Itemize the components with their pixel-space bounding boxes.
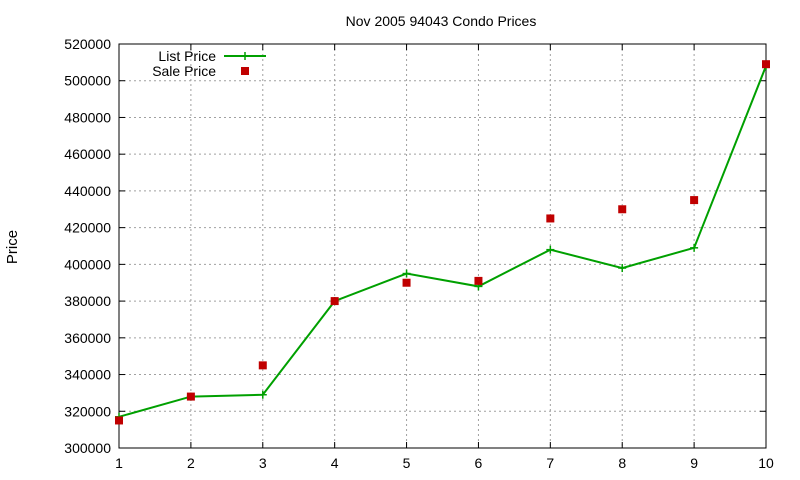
x-tick-label: 1 (115, 455, 123, 471)
legend-label-list-price: List Price (158, 48, 216, 64)
chart-title: Nov 2005 94043 Condo Prices (346, 13, 537, 29)
legend-marker-sale-price (241, 67, 249, 75)
x-tick-label: 7 (546, 455, 554, 471)
sale-price-point (115, 416, 123, 425)
x-tick-label: 5 (403, 455, 411, 471)
series-list-price (115, 62, 770, 421)
sale-price-point (546, 214, 555, 223)
grid-lines (119, 44, 766, 448)
x-tick-label: 9 (690, 455, 698, 471)
sale-price-point (258, 361, 267, 370)
series-sale-price (115, 60, 770, 425)
sale-price-point (618, 205, 627, 214)
y-tick-label: 440000 (64, 183, 111, 199)
x-tick-label: 4 (331, 455, 339, 471)
y-tick-label: 400000 (64, 256, 111, 272)
x-tick-label: 10 (758, 455, 774, 471)
y-tick-label: 320000 (64, 403, 111, 419)
axis-ticks: 300000 320000 340000 360000 380000 400000 4200… (64, 36, 774, 471)
y-tick-label: 340000 (64, 367, 111, 383)
sale-price-point (474, 276, 483, 285)
plot-frame (118, 43, 767, 449)
y-tick-label: 480000 (64, 109, 111, 125)
x-tick-label: 8 (618, 455, 626, 471)
y-axis-label: Price (4, 230, 21, 264)
list-price-point (402, 269, 411, 278)
y-tick-label: 460000 (64, 146, 111, 162)
list-price-point (618, 264, 627, 273)
legend: List Price Sale Price (152, 48, 266, 79)
sale-price-point (690, 196, 699, 205)
x-tick-label: 6 (475, 455, 483, 471)
y-tick-label: 500000 (64, 73, 111, 89)
legend-label-sale-price: Sale Price (152, 63, 216, 79)
sale-price-point (186, 392, 195, 401)
list-price-point (258, 390, 267, 399)
series-layer (115, 60, 770, 425)
list-price-point (546, 245, 555, 254)
sale-price-point (402, 278, 411, 287)
y-tick-label: 360000 (64, 330, 111, 346)
y-tick-label: 380000 (64, 293, 111, 309)
x-tick-label: 3 (259, 455, 267, 471)
list-price-line (118, 65, 767, 418)
y-tick-label: 520000 (64, 36, 111, 52)
x-tick-label: 2 (187, 455, 195, 471)
list-price-point (690, 243, 699, 252)
sale-price-point (330, 297, 339, 306)
y-tick-label: 420000 (64, 220, 111, 236)
y-tick-label: 300000 (64, 440, 111, 456)
sale-price-point (762, 60, 770, 69)
legend-marker-list-price (241, 52, 249, 60)
